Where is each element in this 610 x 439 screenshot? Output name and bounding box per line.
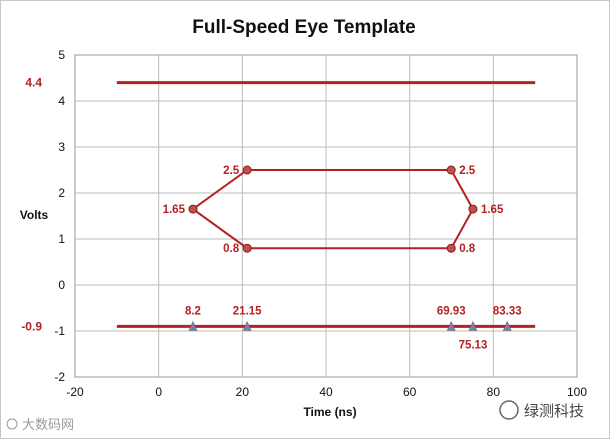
- x-tick-label: 100: [567, 385, 587, 399]
- eye-vertex-point: [468, 204, 478, 214]
- time-marker-triangle: [502, 320, 512, 331]
- x-tick-label: 60: [403, 385, 417, 399]
- watermark-left-logo: [6, 418, 18, 430]
- x-tick-label: -20: [66, 385, 84, 399]
- time-marker-triangle: [242, 320, 252, 331]
- eye-vertex-label: 2.5: [223, 165, 240, 177]
- eye-vertex-label: 1.65: [481, 204, 504, 216]
- eye-vertex-point: [446, 165, 456, 175]
- eye-vertex-label: 2.5: [459, 165, 476, 177]
- limit-lines: 4.4 -0.9: [21, 76, 536, 333]
- x-tick-labels: -20 0 20 40 60 80 100: [66, 385, 587, 399]
- eye-vertex-label: 0.8: [223, 243, 240, 255]
- y-tick-label: -1: [54, 324, 65, 338]
- watermark-right-text: 绿测科技: [524, 402, 584, 420]
- time-marker-label: 69.93: [437, 305, 466, 317]
- plot-area-border: [74, 54, 578, 378]
- limit-line-label: -0.9: [21, 319, 42, 333]
- watermark-left: 大数码网: [6, 417, 74, 432]
- y-tick-label: 2: [58, 186, 65, 200]
- eye-polygon: 1.65 2.5 2.5 1.65 0.8 0.8: [163, 165, 504, 255]
- y-tick-label: 3: [58, 140, 65, 154]
- x-tick-label: 0: [155, 385, 162, 399]
- y-tick-label: 4: [58, 94, 65, 108]
- time-marker-label: 75.13: [459, 339, 488, 351]
- eye-vertex-point: [188, 204, 198, 214]
- x-tick-label: 80: [487, 385, 501, 399]
- x-tick-label: 20: [236, 385, 250, 399]
- y-tick-label: 0: [58, 278, 65, 292]
- y-tick-labels: -2 -1 0 1 2 3 4 5: [54, 48, 65, 384]
- eye-vertex-label: 0.8: [459, 243, 476, 255]
- chart-title: Full-Speed Eye Template: [192, 17, 415, 38]
- eye-vertex-point: [446, 243, 456, 253]
- wechat-icon: [499, 400, 519, 420]
- grid: [74, 54, 578, 378]
- time-markers: 8.2 21.15 69.93 75.13 83.33: [185, 305, 522, 351]
- time-marker-triangle: [446, 320, 456, 331]
- watermark-left-text: 大数码网: [22, 417, 74, 432]
- time-marker-triangle: [468, 320, 478, 331]
- eye-vertex-label: 1.65: [163, 204, 186, 216]
- y-tick-label: 1: [58, 232, 65, 246]
- time-marker-triangle: [188, 320, 198, 331]
- time-marker-label: 83.33: [493, 305, 522, 317]
- y-tick-label: 5: [58, 48, 65, 62]
- eye-vertex-point: [242, 243, 252, 253]
- eye-vertex-point: [242, 165, 252, 175]
- time-marker-label: 21.15: [233, 305, 262, 317]
- time-marker-label: 8.2: [185, 305, 201, 317]
- y-axis-label: Volts: [20, 208, 49, 222]
- y-tick-label: -2: [54, 370, 65, 384]
- watermark-right: 绿测科技: [499, 400, 584, 420]
- x-axis-label: Time (ns): [303, 405, 356, 419]
- limit-line-label: 4.4: [25, 76, 42, 90]
- x-tick-label: 40: [319, 385, 333, 399]
